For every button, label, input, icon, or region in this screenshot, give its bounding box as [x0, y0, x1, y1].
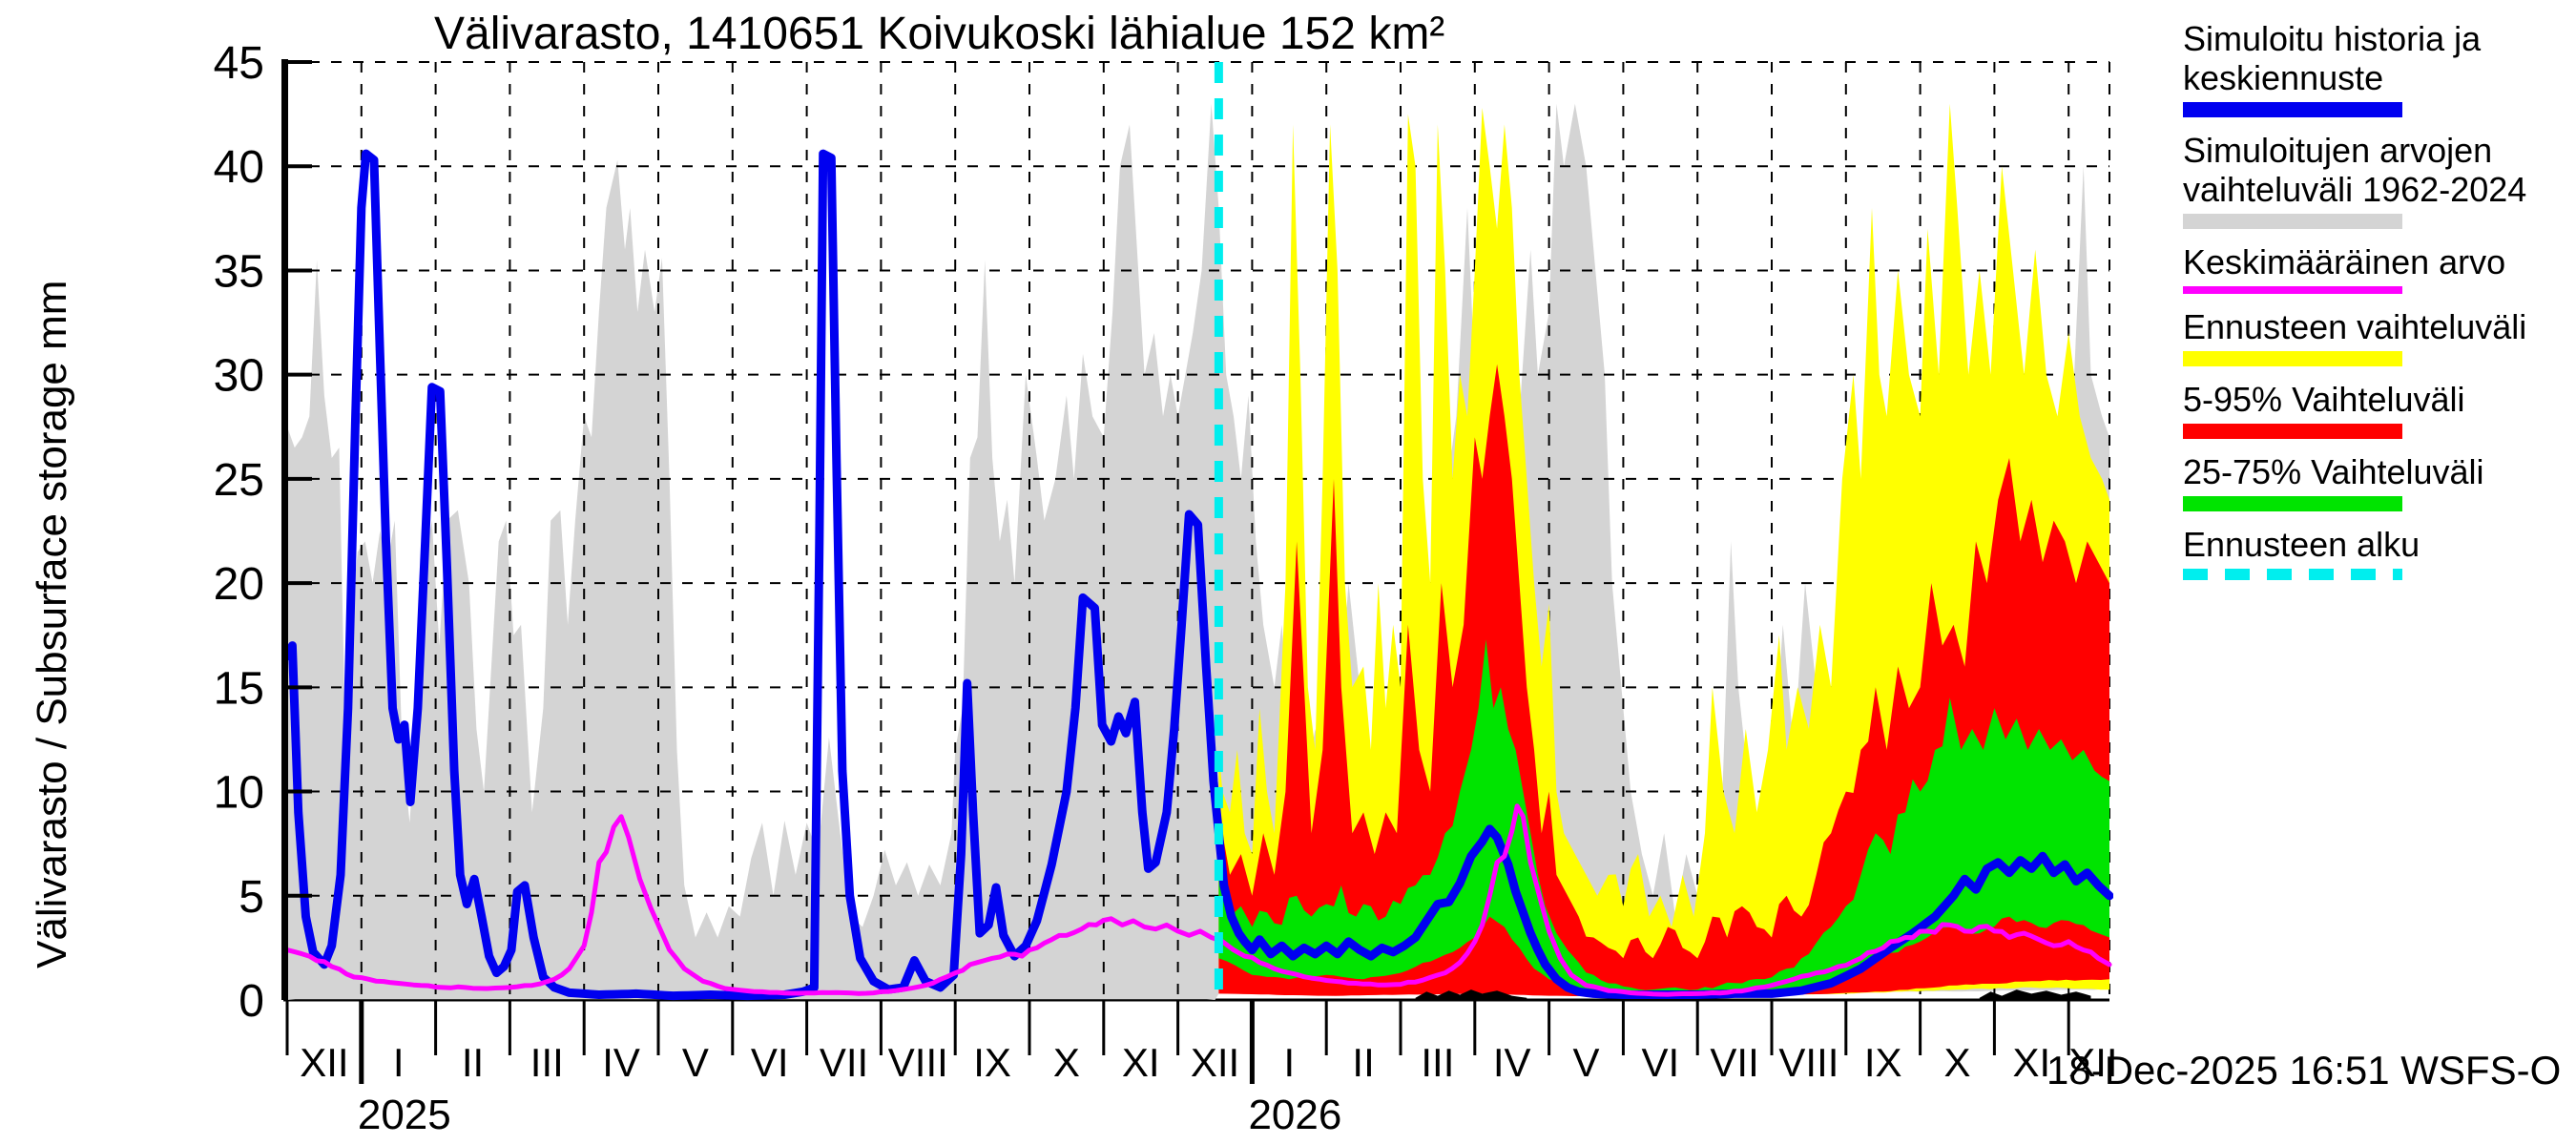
legend-label: Ennusteen vaihteluväli [2183, 307, 2527, 346]
legend-label: keskiennuste [2183, 58, 2384, 97]
x-month-label: V [682, 1040, 709, 1085]
x-month-label: IV [602, 1040, 640, 1085]
series-band-red [1218, 364, 2109, 997]
legend-entry-blue: Simuloitu historia ja keskiennuste [2183, 19, 2576, 117]
y-tick-label: 0 [239, 976, 264, 1027]
timestamp: 18-Dec-2025 16:51 WSFS-O [2046, 1048, 2562, 1093]
x-year-label: 2025 [358, 1092, 451, 1138]
x-month-label: XI [1122, 1040, 1160, 1085]
legend-label: 5-95% Vaihteluväli [2183, 380, 2465, 419]
x-month-label: II [462, 1040, 484, 1085]
x-month-label: VI [1641, 1040, 1679, 1085]
y-tick-label: 20 [214, 559, 264, 610]
series-layer [283, 61, 2113, 1001]
legend-entry-cyan: Ennusteen alku [2183, 525, 2576, 580]
x-month-label: V [1572, 1040, 1599, 1085]
x-month-label: X [1053, 1040, 1080, 1085]
x-month-label: IX [973, 1040, 1011, 1085]
series-line-magenta [284, 803, 2112, 997]
x-month-label: VII [820, 1040, 868, 1085]
legend-entry-gray: Simuloitujen arvojen vaihteluväli 1962-20… [2183, 131, 2576, 229]
x-month-label: III [1421, 1040, 1454, 1085]
legend-entry-red: 5-95% Vaihteluväli [2183, 380, 2576, 439]
y-tick-label: 25 [214, 455, 264, 506]
x-month-label: VI [751, 1040, 789, 1085]
x-month-label: IX [1864, 1040, 1902, 1085]
legend-swatch-line [2183, 286, 2402, 294]
legend-entry-magenta: Keskimääräinen arvo [2183, 242, 2576, 294]
y-tick-label: 15 [214, 663, 264, 714]
y-tick-label: 30 [214, 351, 264, 402]
legend-label: Keskimääräinen arvo [2183, 242, 2506, 281]
legend: Simuloitu historia ja keskiennuste Simuloi… [2183, 19, 2576, 593]
legend-label: 25-75% Vaihteluväli [2183, 452, 2484, 491]
legend-swatch-bar [2183, 424, 2402, 439]
legend-swatch-bar [2183, 351, 2402, 366]
y-axis-spine [281, 59, 288, 1000]
x-month-label: X [1944, 1040, 1971, 1085]
chart-title: Välivarasto, 1410651 Koivukoski lähialue… [434, 9, 1445, 59]
y-tick-label: 40 [214, 142, 264, 193]
x-month-label: VIII [1778, 1040, 1839, 1085]
x-month-label: XII [1191, 1040, 1239, 1085]
y-tick-label: 45 [214, 38, 264, 89]
y-tick-label: 10 [214, 768, 264, 819]
legend-entry-yellow: Ennusteen vaihteluväli [2183, 307, 2576, 366]
legend-label: Ennusteen alku [2183, 525, 2420, 564]
series-line-blue [283, 149, 2113, 1001]
series-band-grid [1415, 989, 1527, 1000]
x-month-label: XII [2068, 1040, 2117, 1085]
x-month-label: I [393, 1040, 405, 1085]
legend-entry-green: 25-75% Vaihteluväli [2183, 452, 2576, 511]
x-month-label: XI [2012, 1040, 2050, 1085]
legend-label: Simuloitu historia ja [2183, 19, 2482, 58]
legend-swatch-bar [2183, 496, 2402, 511]
x-month-label: XII [300, 1040, 348, 1085]
x-month-label: III [530, 1040, 564, 1085]
x-month-label: VIII [888, 1040, 948, 1085]
y-tick-label: 35 [214, 246, 264, 297]
y-tick-label: 5 [239, 872, 264, 923]
legend-swatch-bar [2183, 214, 2402, 229]
legend-label: Simuloitujen arvojen [2183, 131, 2493, 170]
x-month-label: II [1352, 1040, 1374, 1085]
x-month-label: VII [1710, 1040, 1758, 1085]
x-month-label: I [1283, 1040, 1295, 1085]
x-year-label: 2026 [1248, 1092, 1341, 1138]
legend-swatch-bar [2183, 102, 2402, 117]
series-band-grid [1979, 989, 2091, 1000]
legend-label: vaihteluväli 1962-2024 [2183, 170, 2527, 209]
legend-swatch-dashed [2183, 569, 2402, 580]
x-month-label: IV [1493, 1040, 1531, 1085]
